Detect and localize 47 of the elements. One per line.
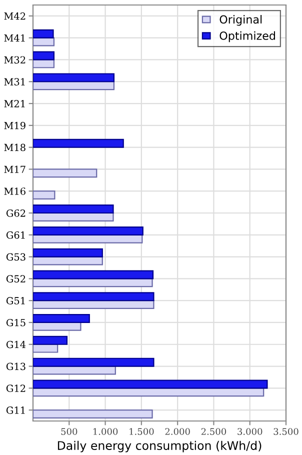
x-tick-label: 500 xyxy=(61,428,78,435)
x-tick-label: 1.500 xyxy=(130,428,154,435)
bar xyxy=(33,292,154,302)
bar xyxy=(33,73,115,82)
y-tick-label: M41 xyxy=(4,34,25,42)
bar xyxy=(33,138,124,148)
y-tick-label: M16 xyxy=(4,188,26,195)
bar xyxy=(33,204,114,214)
legend-label: Optimized xyxy=(220,31,275,42)
x-axis-title: Daily energy consumption (kWh/d) xyxy=(58,440,262,452)
x-tick-label: 3.000 xyxy=(238,428,262,435)
y-tick-label: M42 xyxy=(4,12,26,20)
bar xyxy=(33,322,82,331)
bar xyxy=(33,270,154,280)
bar xyxy=(33,380,268,389)
bar xyxy=(33,226,144,236)
bar xyxy=(33,248,103,258)
y-tick-label: G15 xyxy=(6,318,26,326)
legend-label: Original xyxy=(220,15,262,26)
y-tick-label: G12 xyxy=(6,384,26,392)
y-tick-label: G13 xyxy=(6,362,26,370)
x-tick-label: 2.500 xyxy=(201,428,226,435)
bar xyxy=(33,358,154,367)
y-tick-label: M17 xyxy=(4,166,26,173)
bar xyxy=(33,336,68,345)
y-tick-label: G11 xyxy=(6,406,25,414)
bar xyxy=(33,29,54,38)
y-tick-label: G62 xyxy=(6,209,26,217)
bar xyxy=(33,314,90,324)
y-tick-label: M18 xyxy=(4,144,26,152)
y-tick-label: M31 xyxy=(4,78,25,86)
y-tick-label: G61 xyxy=(6,231,25,239)
y-tick-label: G51 xyxy=(6,297,25,304)
bar xyxy=(33,37,55,46)
bar xyxy=(33,168,98,178)
y-tick-label: G14 xyxy=(6,340,26,348)
y-tick-label: G53 xyxy=(6,253,26,261)
bar xyxy=(33,51,55,60)
x-tick-label: 2.000 xyxy=(165,428,190,435)
y-tick-label: M21 xyxy=(4,100,25,108)
y-tick-label: G52 xyxy=(6,275,26,283)
x-tick-label: 1.000 xyxy=(93,428,118,435)
bar xyxy=(33,410,153,418)
bar xyxy=(33,190,56,200)
y-tick-label: M19 xyxy=(4,122,26,130)
x-tick-label: 3.500 xyxy=(274,428,298,435)
y-tick-label: M32 xyxy=(4,56,26,64)
